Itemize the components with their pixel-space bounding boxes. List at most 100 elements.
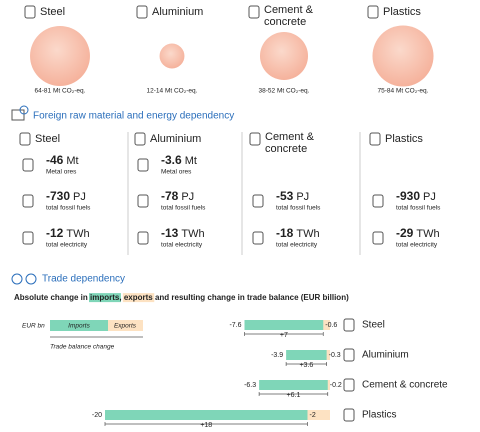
icon (136, 5, 148, 19)
balance-label: +18 (200, 422, 212, 429)
row-name: Cement & concrete (362, 380, 448, 391)
material-name: Plastics (383, 6, 421, 18)
legend-unit: EUR bn (22, 323, 45, 330)
icon (248, 5, 260, 19)
title-part: and resulting change in trade balance (E… (153, 293, 349, 302)
value-unit: PJ (181, 191, 194, 203)
icon (134, 132, 146, 146)
icon (249, 132, 261, 146)
title-highlight (89, 293, 121, 303)
icon (372, 231, 384, 245)
imports-label: -6.3 (244, 382, 256, 389)
imports-bar (105, 410, 330, 420)
value-unit: TWh (66, 228, 89, 240)
exports-label: -0.2 (330, 382, 342, 389)
imports-label: -3.9 (271, 352, 283, 359)
exports-bar (326, 350, 330, 360)
emission-label: 38-52 Mt CO₂-eq. (259, 88, 310, 95)
column-name: Steel (35, 133, 60, 145)
icon (137, 158, 149, 172)
icon (343, 378, 355, 392)
icon (22, 231, 34, 245)
section-icon (11, 105, 29, 121)
column-name: Aluminium (150, 133, 201, 145)
legend-imports (50, 320, 108, 331)
value-number: -29 (396, 226, 414, 240)
title-part: exports (124, 293, 153, 302)
value-number: -18 (276, 226, 294, 240)
chart-title: Absolute change in imports, exports and … (14, 293, 349, 302)
value-unit: PJ (296, 191, 309, 203)
emission-label: 64-81 Mt CO₂-eq. (35, 88, 86, 95)
value: -930 PJ (396, 189, 436, 203)
value-unit: PJ (73, 191, 86, 203)
value-number: -3.6 (161, 153, 182, 167)
value: -53 PJ (276, 189, 309, 203)
icon (24, 5, 36, 19)
icon (343, 348, 355, 362)
icon (19, 132, 31, 146)
emission-bubble (30, 26, 90, 86)
material-name: Aluminium (152, 6, 203, 18)
icon (22, 158, 34, 172)
value-number: -13 (161, 226, 179, 240)
material-name: Cement & concrete (264, 4, 314, 28)
icon (367, 5, 379, 19)
value-unit: PJ (423, 191, 436, 203)
row-name: Aluminium (362, 350, 409, 361)
value-unit: TWh (181, 228, 204, 240)
icon (372, 194, 384, 208)
emission-label: 75-84 Mt CO₂-eq. (378, 88, 429, 95)
imports-bar (286, 350, 330, 360)
value-unit: TWh (416, 228, 439, 240)
value-label: total electricity (276, 242, 318, 249)
value-label: total fossil fuels (276, 205, 321, 212)
exports-label: -2 (310, 412, 316, 419)
title-part: Absolute change in (14, 293, 90, 302)
imports-bar (259, 380, 330, 390)
icon (369, 132, 381, 146)
legend-exports (108, 320, 143, 331)
value-number: -730 (46, 189, 70, 203)
emission-bubble (372, 25, 434, 87)
value-label: total electricity (161, 242, 203, 249)
exports-bar (327, 380, 330, 390)
legend-label: Exports (114, 323, 137, 330)
icon (22, 194, 34, 208)
value-label: total fossil fuels (161, 205, 206, 212)
material-name: Steel (40, 6, 65, 18)
balance-label: +7 (280, 332, 288, 339)
row-name: Plastics (362, 410, 396, 421)
value-unit: TWh (296, 228, 319, 240)
balance-label: +6.1 (287, 392, 301, 399)
imports-label: -7.6 (229, 322, 241, 329)
imports-bar (244, 320, 330, 330)
imports-label: -20 (92, 412, 102, 419)
balance-label: +3.6 (299, 362, 313, 369)
value-number: -46 (46, 153, 64, 167)
emission-bubble (159, 43, 185, 69)
value-unit: Mt (66, 155, 78, 167)
value-number: -12 (46, 226, 64, 240)
value: -13 TWh (161, 226, 205, 240)
value-label: total electricity (396, 242, 438, 249)
value: -78 PJ (161, 189, 194, 203)
value: -3.6 Mt (161, 153, 197, 167)
emission-bubble (259, 31, 309, 81)
value-label: Metal ores (46, 169, 77, 176)
legend-label: Imports (68, 323, 90, 330)
section-icon (11, 273, 37, 285)
value-number: -53 (276, 189, 294, 203)
value: -730 PJ (46, 189, 86, 203)
value-unit: Mt (185, 155, 197, 167)
exports-label: -0.6 (325, 322, 337, 329)
exports-label: -0.3 (329, 352, 341, 359)
section-title: Trade dependency (42, 274, 125, 285)
emission-label: 12-14 Mt CO₂-eq. (147, 88, 198, 95)
row-name: Steel (362, 320, 385, 331)
legend-label: Trade balance change (50, 344, 115, 351)
column-name: Plastics (385, 133, 423, 145)
icon (137, 231, 149, 245)
title-part: , (119, 293, 123, 302)
